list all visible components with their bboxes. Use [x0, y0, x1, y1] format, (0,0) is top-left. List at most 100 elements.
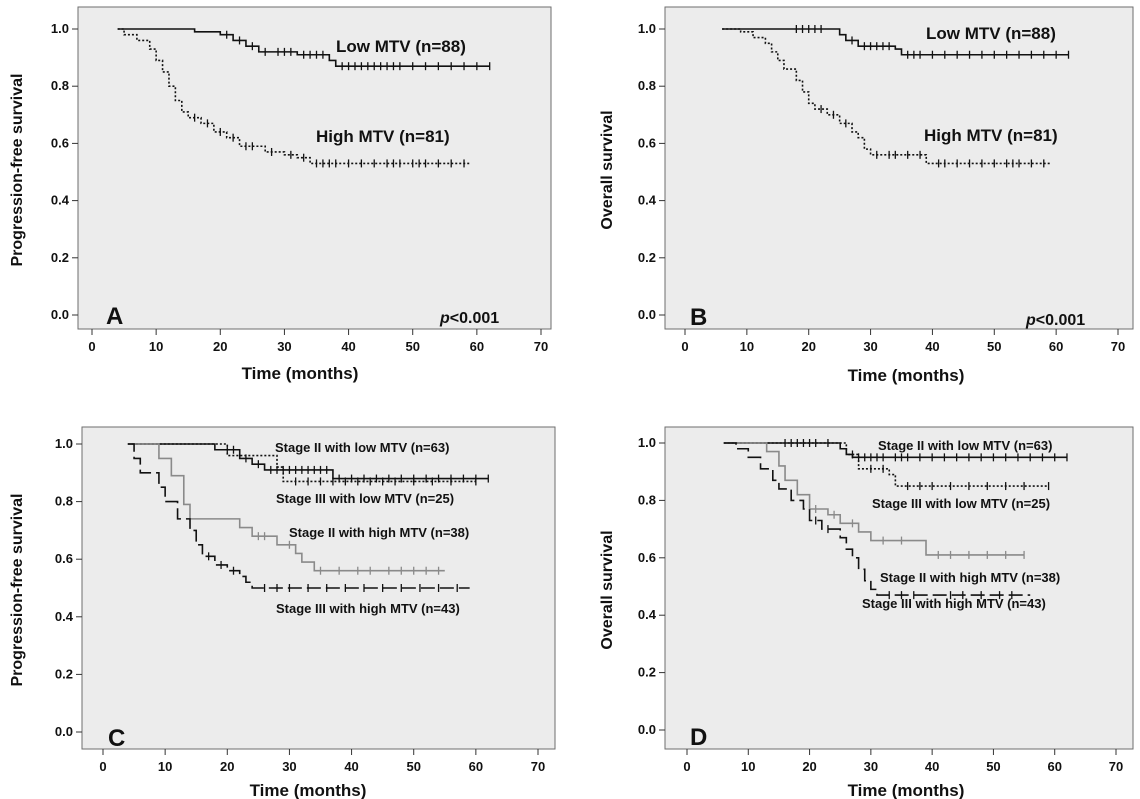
- series-label-d-1: Stage II with low MTV (n=63): [878, 438, 1052, 453]
- series-label-c-1: Stage II with low MTV (n=63): [275, 440, 449, 455]
- panel-letter-d: D: [690, 724, 707, 751]
- series-label-d-3: Stage II with high MTV (n=38): [880, 570, 1060, 585]
- x-tick-label-b-6: 60: [1049, 339, 1063, 354]
- series-line-b-0: [722, 28, 1069, 56]
- panel-letter-a: A: [106, 303, 123, 330]
- plot-area-b: [664, 6, 1134, 330]
- series-label-d-4: Stage III with high MTV (n=43): [862, 596, 1046, 611]
- x-tick-label-c-5: 50: [406, 759, 420, 774]
- panel-d: 0.0 0.2 0.4 0.6 0.8 1.0 0 10 20 30 40 50 60 70 Overal…: [599, 426, 1134, 799]
- x-tick-label-d-6: 60: [1047, 759, 1061, 774]
- series-line-c-3: [127, 443, 470, 589]
- series-label-a-low: Low MTV (n=88): [336, 37, 466, 56]
- x-axis-label-c: Time (months): [250, 781, 367, 799]
- x-tick-label-b-0: 0: [681, 339, 688, 354]
- x-tick-label-d-2: 20: [802, 759, 816, 774]
- x-tick-label-b-3: 30: [863, 339, 877, 354]
- y-tick-label-d-2: 0.4: [638, 607, 657, 622]
- x-tick-label-b-2: 20: [801, 339, 815, 354]
- series-label-c-2: Stage III with low MTV (n=25): [276, 491, 454, 506]
- x-tick-label-c-0: 0: [99, 759, 106, 774]
- y-tick-label-c-0: 0.0: [55, 724, 73, 739]
- x-tick-label-b-4: 40: [925, 339, 939, 354]
- x-tick-label-d-4: 40: [925, 759, 939, 774]
- x-axis-label-b: Time (months): [848, 366, 965, 385]
- series-line-d-2: [723, 442, 1025, 556]
- y-tick-label-b-3: 0.6: [638, 135, 656, 150]
- panel-a: 0.0 0.2 0.4 0.6 0.8 1.0 0 10 20 30 40 50 60 70 Progre…: [9, 6, 552, 383]
- x-tick-label-d-7: 70: [1109, 759, 1123, 774]
- x-tick-label-d-1: 10: [741, 759, 755, 774]
- series-line-b-1: [722, 28, 1050, 165]
- x-tick-label-b-1: 10: [740, 339, 754, 354]
- series-line-d-3: [723, 442, 1031, 596]
- x-tick-label-d-5: 50: [986, 759, 1000, 774]
- x-tick-label-a-3: 30: [277, 339, 291, 354]
- y-tick-label-b-0: 0.0: [638, 307, 656, 322]
- series-label-b-low: Low MTV (n=88): [926, 24, 1056, 43]
- y-tick-label-a-2: 0.4: [51, 193, 70, 208]
- y-tick-label-d-0: 0.0: [638, 722, 656, 737]
- series-label-c-4: Stage III with high MTV (n=43): [276, 601, 460, 616]
- y-tick-label-d-3: 0.6: [638, 550, 656, 565]
- series-label-d-2: Stage III with low MTV (n=25): [872, 496, 1050, 511]
- y-tick-label-c-2: 0.4: [55, 609, 74, 624]
- x-axis-label-d: Time (months): [848, 781, 965, 799]
- y-tick-label-d-1: 0.2: [638, 665, 656, 680]
- y-axis-label-a: Progression-free survival: [9, 74, 26, 267]
- series-label-c-3: Stage II with high MTV (n=38): [289, 525, 469, 540]
- x-tick-label-a-2: 20: [213, 339, 227, 354]
- y-tick-label-a-1: 0.2: [51, 250, 69, 265]
- x-tick-label-c-7: 70: [531, 759, 545, 774]
- plot-area-a: [77, 6, 552, 330]
- x-tick-label-d-3: 30: [864, 759, 878, 774]
- p-value-a: p<0.001: [439, 310, 499, 327]
- panel-b: 0.0 0.2 0.4 0.6 0.8 1.0 0 10 20 30 40 50 60 70 Overal…: [599, 6, 1134, 385]
- x-tick-label-a-5: 50: [405, 339, 419, 354]
- y-tick-label-c-3: 0.6: [55, 551, 73, 566]
- x-tick-label-c-2: 20: [220, 759, 234, 774]
- series-line-c-2: [127, 443, 445, 572]
- series-line-a-1: [117, 28, 471, 165]
- y-tick-label-b-4: 0.8: [638, 78, 656, 93]
- y-tick-label-c-1: 0.2: [55, 666, 73, 681]
- y-tick-label-a-5: 1.0: [51, 21, 69, 36]
- p-value-b: p<0.001: [1025, 312, 1085, 329]
- y-tick-label-b-1: 0.2: [638, 250, 656, 265]
- x-tick-label-a-1: 10: [149, 339, 163, 354]
- x-tick-label-c-3: 30: [282, 759, 296, 774]
- y-tick-label-c-4: 0.8: [55, 494, 73, 509]
- series-label-a-high: High MTV (n=81): [316, 127, 450, 146]
- x-tick-label-c-1: 10: [158, 759, 172, 774]
- y-tick-label-d-4: 0.8: [638, 492, 656, 507]
- y-tick-label-a-3: 0.6: [51, 135, 69, 150]
- series-line-c-1: [127, 443, 476, 483]
- panel-letter-c: C: [108, 725, 125, 752]
- x-tick-label-a-6: 60: [470, 339, 484, 354]
- x-tick-label-b-7: 70: [1111, 339, 1125, 354]
- y-tick-label-d-5: 1.0: [638, 435, 656, 450]
- x-axis-label-a: Time (months): [242, 364, 359, 383]
- series-line-c-0: [127, 443, 489, 480]
- series-label-b-high: High MTV (n=81): [924, 126, 1058, 145]
- y-axis-label-b: Overall survival: [599, 110, 616, 229]
- x-tick-label-b-5: 50: [987, 339, 1001, 354]
- x-tick-label-c-6: 60: [469, 759, 483, 774]
- x-tick-label-c-4: 40: [344, 759, 358, 774]
- series-line-d-1: [723, 442, 1049, 487]
- panel-letter-b: B: [690, 304, 707, 331]
- y-axis-label-d: Overall survival: [599, 530, 616, 649]
- x-tick-label-a-7: 70: [534, 339, 548, 354]
- x-tick-label-a-4: 40: [341, 339, 355, 354]
- x-tick-label-a-0: 0: [88, 339, 95, 354]
- y-tick-label-b-2: 0.4: [638, 193, 657, 208]
- plot-area-d: [664, 426, 1134, 750]
- panel-c: 0.0 0.2 0.4 0.6 0.8 1.0 0 10 20 30 40 50 60 70 Progre…: [9, 426, 556, 799]
- y-axis-label-c: Progression-free survival: [9, 494, 26, 687]
- y-tick-label-a-4: 0.8: [51, 78, 69, 93]
- x-tick-label-d-0: 0: [683, 759, 690, 774]
- y-tick-label-c-5: 1.0: [55, 436, 73, 451]
- y-tick-label-b-5: 1.0: [638, 21, 656, 36]
- y-tick-label-a-0: 0.0: [51, 307, 69, 322]
